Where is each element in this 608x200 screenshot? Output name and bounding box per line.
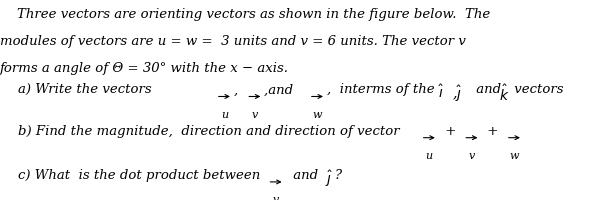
Text: +: +: [483, 124, 499, 137]
Text: ,and: ,and: [264, 83, 298, 96]
Text: c) What  is the dot product between: c) What is the dot product between: [18, 168, 269, 181]
Text: ,$\hat{\jmath}$: ,$\hat{\jmath}$: [452, 83, 463, 103]
Text: $\hat{k}$: $\hat{k}$: [499, 83, 510, 103]
Text: a) Write the vectors: a) Write the vectors: [18, 83, 161, 96]
Text: forms a angle of Θ = 30° with the x − axis.: forms a angle of Θ = 30° with the x − ax…: [0, 62, 289, 75]
Text: ,: ,: [234, 83, 238, 96]
Text: and: and: [472, 83, 505, 96]
Text: w: w: [510, 150, 519, 160]
Text: u: u: [426, 150, 433, 160]
Text: $\hat{\jmath}$: $\hat{\jmath}$: [325, 168, 333, 188]
Text: u: u: [221, 109, 228, 119]
Text: $\hat{\imath}$: $\hat{\imath}$: [438, 83, 444, 100]
Text: vectors: vectors: [510, 83, 564, 96]
Text: ,  interms of the: , interms of the: [327, 83, 439, 96]
Text: v: v: [252, 109, 258, 119]
Text: v: v: [273, 194, 279, 200]
Text: +: +: [441, 124, 456, 137]
Text: v: v: [469, 150, 475, 160]
Text: and: and: [289, 168, 323, 181]
Text: Three vectors are orienting vectors as shown in the figure below.  The: Three vectors are orienting vectors as s…: [0, 8, 490, 21]
Text: modules of vectors are u = w =  3 units and v = 6 units. The vector v: modules of vectors are u = w = 3 units a…: [0, 35, 466, 48]
Text: w: w: [313, 109, 322, 119]
Text: ?: ?: [335, 168, 342, 181]
Text: b) Find the magnitude,  direction and direction of vector: b) Find the magnitude, direction and dir…: [18, 124, 409, 137]
